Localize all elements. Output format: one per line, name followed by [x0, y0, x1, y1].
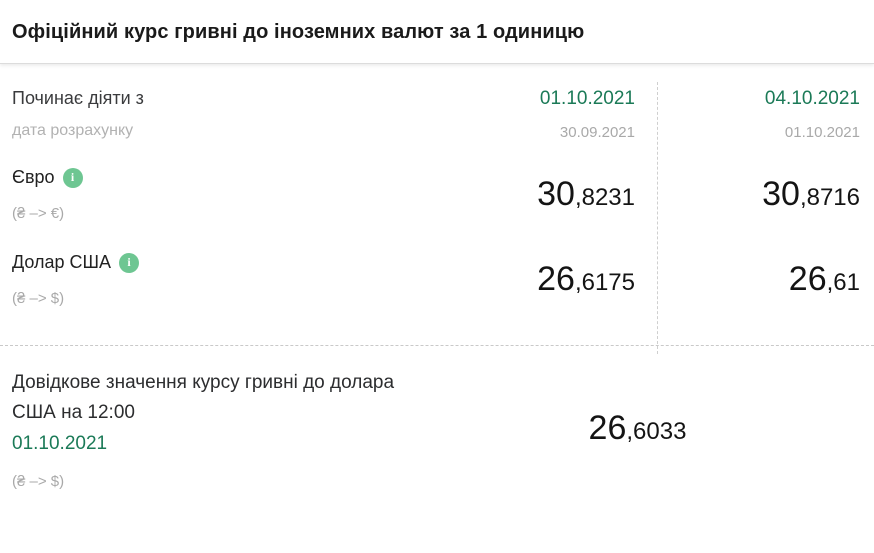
currency-name-eur: Євро i: [12, 167, 410, 188]
rate-cell-usd-2: 26,61: [635, 252, 860, 307]
rate-cell-usd-1: 26,6175: [410, 252, 635, 307]
date-column-1: 01.10.2021 30.09.2021: [410, 88, 635, 141]
rate-int: 30: [762, 175, 800, 213]
info-icon[interactable]: i: [62, 167, 83, 188]
reference-rate-value: 26,6033: [589, 409, 687, 448]
page-title: Офіційний курс гривні до іноземних валют…: [12, 21, 585, 43]
rate-int: 30: [537, 175, 575, 213]
reference-label: Довідкове значення курсу гривні до долар…: [12, 372, 395, 424]
rate-value: 26,61: [789, 260, 860, 299]
currency-pair-eur: (₴ –> €): [12, 205, 65, 222]
page-header: Офіційний курс гривні до іноземних валют…: [0, 0, 874, 64]
table-row-usd: Долар США i (₴ –> $) 26,6175 26,61: [12, 236, 860, 321]
reference-value-cell: 26,6033: [415, 368, 860, 490]
rate-cell-eur-2: 30,8716: [635, 167, 860, 222]
table-row-eur: Євро i (₴ –> €) 30,8231 30,8716: [12, 151, 860, 236]
calc-date-label: дата розрахунку: [12, 122, 134, 139]
currency-label: Долар США: [12, 252, 112, 272]
rate-frac: ,6033: [626, 418, 687, 446]
table-header-row: Починає діяти з дата розрахунку 01.10.20…: [12, 88, 860, 141]
rate-value: 30,8231: [537, 175, 635, 214]
rate-frac: ,8231: [574, 184, 635, 211]
effective-from-label: Починає діяти з: [12, 88, 144, 108]
calc-date-1: 30.09.2021: [559, 124, 635, 141]
rate-int: 26: [588, 409, 627, 448]
effective-date-1: 01.10.2021: [539, 88, 635, 109]
date-column-2: 04.10.2021 01.10.2021: [635, 88, 860, 141]
effective-date-2: 04.10.2021: [764, 88, 860, 109]
rate-frac: ,6175: [574, 269, 635, 296]
rate-int: 26: [537, 260, 575, 298]
reference-date: 01.10.2021: [12, 432, 108, 454]
reference-rate-section: Довідкове значення курсу гривні до долар…: [0, 345, 874, 518]
currency-pair-usd: (₴ –> $): [12, 290, 65, 307]
calc-date-2: 01.10.2021: [784, 124, 860, 141]
rates-table: Починає діяти з дата розрахунку 01.10.20…: [0, 64, 874, 354]
rate-int: 26: [788, 260, 827, 298]
rate-value: 26,6175: [537, 260, 635, 299]
rate-cell-eur-1: 30,8231: [410, 167, 635, 222]
info-icon[interactable]: i: [119, 252, 140, 273]
column-divider: [657, 82, 658, 354]
reference-pair: (₴ –> $): [12, 472, 65, 490]
rate-frac: ,8716: [799, 184, 860, 211]
currency-label: Євро: [12, 167, 55, 187]
rate-frac: ,61: [826, 269, 860, 296]
rate-value: 30,8716: [762, 175, 860, 214]
currency-name-usd: Долар США i: [12, 252, 410, 273]
